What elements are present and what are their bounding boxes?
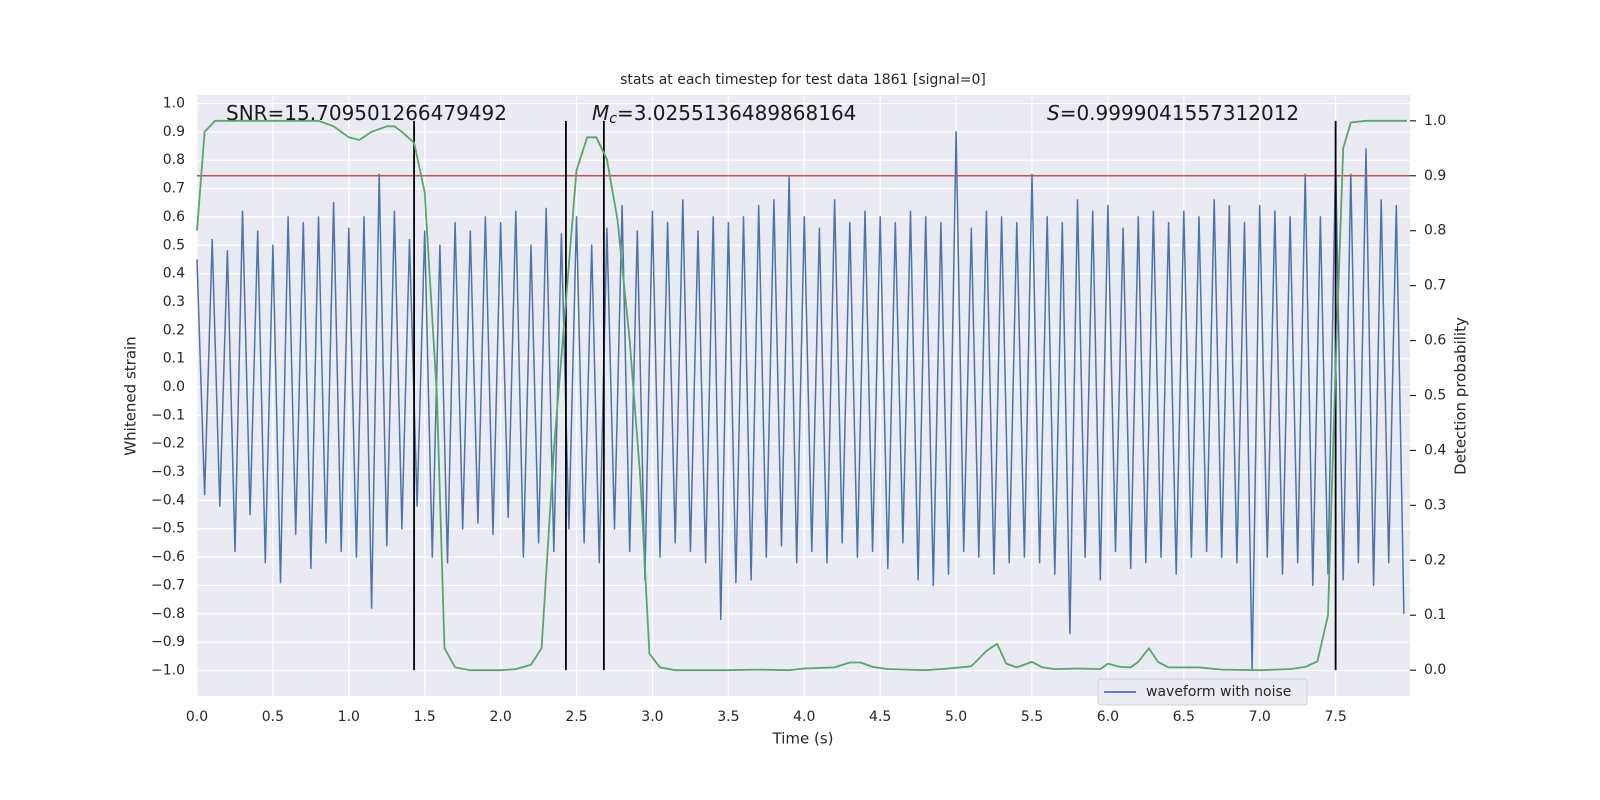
y-tick-label: 0.1 xyxy=(163,351,185,367)
y-tick-label: −0.6 xyxy=(151,549,185,565)
y2-tick-label: 0.7 xyxy=(1424,278,1446,294)
y-tick-label: 0.6 xyxy=(163,209,185,225)
y-tick-label: 0.5 xyxy=(163,237,185,253)
y-tick-label: −0.3 xyxy=(151,464,185,480)
y2-tick-label: 0.1 xyxy=(1424,607,1446,623)
y-tick-label: 0.7 xyxy=(163,181,185,197)
y2-tick-label: 0.4 xyxy=(1424,442,1446,458)
annotation: SNR=15.709501266479492 xyxy=(226,101,507,125)
x-tick-label: 1.0 xyxy=(338,709,360,725)
x-tick-label: 5.0 xyxy=(945,709,967,725)
x-tick-label: 3.0 xyxy=(641,709,663,725)
x-tick-label: 7.5 xyxy=(1324,709,1346,725)
series-line xyxy=(196,131,1405,672)
y2-axis-label: Detection probability xyxy=(1452,317,1470,475)
y2-tick-label: 0.6 xyxy=(1424,333,1446,349)
annotation-subscript: c xyxy=(609,111,617,127)
annotation-symbol: S xyxy=(1047,101,1060,125)
legend: waveform with noise xyxy=(1097,678,1308,706)
x-tick-label: 0.0 xyxy=(186,709,208,725)
y2-tick-label: 0.9 xyxy=(1424,168,1446,184)
y2-tick-label: 0.8 xyxy=(1424,223,1446,239)
y-tick-label: −0.8 xyxy=(151,606,185,622)
x-tick-label: 2.5 xyxy=(565,709,587,725)
x-tick-label: 3.5 xyxy=(717,709,739,725)
annotation: Mc=3.0255136489868164 xyxy=(592,101,856,128)
y2-tick-label: 0.2 xyxy=(1424,552,1446,568)
y-tick-label: 0.4 xyxy=(163,266,185,282)
x-axis-label: Time (s) xyxy=(772,730,834,748)
x-tick-label: 4.0 xyxy=(793,709,815,725)
y-axis-label: Whitened strain xyxy=(122,336,140,455)
annotation-text: SNR=15.709501266479492 xyxy=(226,101,507,125)
y2-tick-label: 0.5 xyxy=(1424,388,1446,404)
annotation-text: =3.0255136489868164 xyxy=(617,101,856,125)
y-tick-label: −0.4 xyxy=(151,492,185,508)
y-tick-label: 0.8 xyxy=(163,152,185,168)
x-tick-label: 2.0 xyxy=(489,709,511,725)
y-tick-label: 0.3 xyxy=(163,294,185,310)
x-tick-label: 4.5 xyxy=(869,709,891,725)
y-tick-label: −1.0 xyxy=(151,662,185,678)
legend-label: waveform with noise xyxy=(1146,684,1291,700)
series-line xyxy=(196,119,1407,672)
y-tick-label: 0.9 xyxy=(163,124,185,140)
y-tick-label: −0.1 xyxy=(151,407,185,423)
y-tick-label: 1.0 xyxy=(163,96,185,112)
y2-tick-label: 0.0 xyxy=(1424,662,1446,678)
y2-tick-label: 0.3 xyxy=(1424,497,1446,513)
y-tick-label: −0.7 xyxy=(151,577,185,593)
x-tick-label: 7.0 xyxy=(1249,709,1271,725)
x-tick-label: 6.5 xyxy=(1173,709,1195,725)
y2-tick-label: 1.0 xyxy=(1424,113,1446,129)
x-tick-label: 5.5 xyxy=(1021,709,1043,725)
annotation-symbol: M xyxy=(592,101,609,125)
legend-box xyxy=(1097,678,1308,706)
annotation: S=0.9999041557312012 xyxy=(1047,101,1299,125)
x-tick-label: 1.5 xyxy=(414,709,436,725)
chart-title: stats at each timestep for test data 186… xyxy=(620,72,986,88)
y-tick-label: −0.5 xyxy=(151,521,185,537)
y-tick-label: −0.2 xyxy=(151,436,185,452)
y-tick-label: 0.0 xyxy=(163,379,185,395)
x-tick-label: 6.0 xyxy=(1097,709,1119,725)
x-tick-label: 0.5 xyxy=(262,709,284,725)
annotation-text: =0.9999041557312012 xyxy=(1060,101,1299,125)
y-tick-label: −0.9 xyxy=(151,634,185,650)
y-tick-label: 0.2 xyxy=(163,322,185,338)
